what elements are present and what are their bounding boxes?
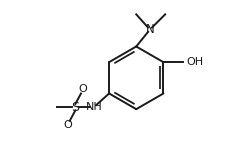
- Text: O: O: [64, 120, 72, 130]
- Text: NH: NH: [86, 102, 102, 112]
- Text: N: N: [146, 23, 154, 36]
- Text: O: O: [78, 85, 87, 94]
- Text: OH: OH: [187, 57, 204, 67]
- Text: S: S: [71, 101, 79, 114]
